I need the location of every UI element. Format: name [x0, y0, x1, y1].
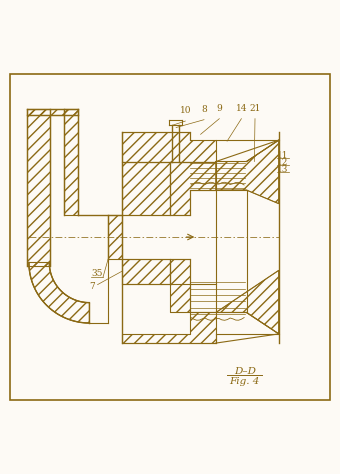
Text: 21: 21	[249, 104, 261, 113]
Text: 12: 12	[277, 158, 288, 167]
Text: 11: 11	[277, 151, 289, 160]
Text: Fig. 4: Fig. 4	[230, 377, 260, 386]
Text: 13: 13	[277, 164, 288, 173]
Text: 35: 35	[91, 269, 103, 278]
Text: D–D: D–D	[234, 367, 256, 376]
Text: 8: 8	[201, 105, 207, 114]
Text: 10: 10	[180, 106, 191, 115]
Text: 9: 9	[217, 104, 222, 113]
Text: 14: 14	[236, 104, 247, 113]
Text: 7: 7	[90, 282, 95, 291]
